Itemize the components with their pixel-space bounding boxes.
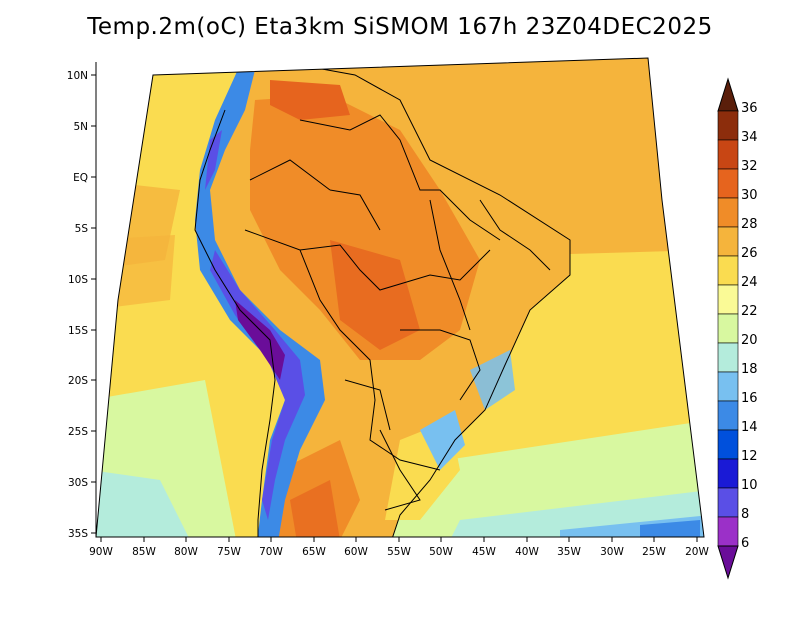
colorbar-swatch [717, 226, 739, 257]
colorbar-label: 32 [741, 159, 758, 174]
colorbar-swatch [717, 197, 739, 228]
colorbar-swatch [717, 168, 739, 199]
lat-label: 10S [68, 274, 88, 286]
lon-axis: 90W 85W 80W 75W 70W 65W 60W 55W 50W 45W … [89, 537, 709, 558]
colorbar-label: 20 [741, 333, 758, 348]
colorbar-swatch [717, 516, 739, 547]
colorbar-label: 6 [741, 536, 749, 551]
map-title: Temp.2m(oC) Eta3km SiSMOM 167h 23Z04DEC2… [87, 14, 713, 40]
colorbar-label: 34 [741, 130, 758, 145]
colorbar-swatch [717, 342, 739, 373]
lon-label: 50W [429, 546, 453, 558]
colorbar-label: 22 [741, 304, 758, 319]
country-borders [194, 59, 571, 537]
lat-label: EQ [73, 172, 88, 184]
colorbar-swatch [717, 371, 739, 402]
paraguay-border [344, 379, 391, 431]
lon-label: 25W [642, 546, 666, 558]
bolivia-paraguay-border [299, 249, 441, 471]
north-andes-cold [205, 130, 222, 190]
colorbar-bottom-arrow [717, 545, 739, 580]
lat-label: 15S [68, 325, 88, 337]
colorbar-swatch [717, 284, 739, 315]
colorbar-swatch [717, 110, 739, 141]
colorbar-label: 28 [741, 217, 758, 232]
para-border [329, 189, 381, 231]
lat-label: 25S [68, 426, 88, 438]
lon-label: 20W [685, 546, 709, 558]
andes-colder-region [210, 250, 305, 520]
colorbar-swatch [717, 255, 739, 286]
andes-cold-region [195, 65, 325, 537]
amazon-border [244, 229, 491, 291]
lat-label: 5S [75, 223, 89, 235]
lon-label: 45W [472, 546, 496, 558]
lon-label: 55W [387, 546, 411, 558]
uruguay-border [379, 429, 421, 511]
colorbar-label: 10 [741, 478, 758, 493]
lat-axis: 10N 5N EQ 5S 10S 15S 20S 25S 30S 35S [67, 70, 96, 540]
pacific-coastline [194, 109, 276, 537]
map-field [96, 58, 704, 537]
interior-hot-region [250, 95, 480, 360]
colorbar-top-arrow [717, 77, 739, 112]
colorbar-label: 36 [741, 101, 758, 116]
minas-border [400, 329, 481, 401]
pacific-tropical-warm [96, 235, 175, 310]
lon-label: 30W [600, 546, 624, 558]
lat-label: 10N [67, 70, 88, 82]
colorbar-label: 24 [741, 275, 758, 290]
colorbar-label: 30 [741, 188, 758, 203]
colorbar-swatch [717, 400, 739, 431]
lon-label: 70W [259, 546, 283, 558]
lat-label: 20S [68, 375, 88, 387]
colorbar-swatch [717, 429, 739, 460]
colorbar-swatch [717, 458, 739, 489]
colorbar-swatch [717, 487, 739, 518]
colorbar-label: 12 [741, 449, 758, 464]
lon-label: 35W [557, 546, 581, 558]
lat-label: 30S [68, 477, 88, 489]
lon-label: 75W [217, 546, 241, 558]
lat-label: 35S [68, 528, 88, 540]
lon-label: 80W [174, 546, 198, 558]
central-hot-region [330, 240, 420, 350]
northern-hot-spot [270, 80, 350, 120]
lon-label: 85W [132, 546, 156, 558]
colorbar-label: 14 [741, 420, 758, 435]
northern-border [299, 114, 501, 241]
lat-label: 5N [73, 121, 88, 133]
northeast-border [479, 199, 551, 271]
atlantic-coastline [239, 59, 571, 537]
south-atlantic-blue-patch [640, 520, 700, 537]
lon-label: 90W [89, 546, 113, 558]
south-brazil-cool-patch [420, 410, 465, 470]
colorbar-label: 18 [741, 362, 758, 377]
lon-label: 40W [515, 546, 539, 558]
southeast-cool-patch [470, 350, 515, 410]
south-atlantic-cooler [440, 490, 704, 537]
central-brazil-border [429, 199, 471, 331]
colorbar-swatch [717, 139, 739, 170]
argentina-hot-region [290, 480, 340, 537]
colombia-border [249, 159, 331, 191]
pacific-south-cooler [96, 470, 200, 537]
colorbar-label: 26 [741, 246, 758, 261]
lon-label: 65W [302, 546, 326, 558]
colorbar-label: 8 [741, 507, 749, 522]
colorbar: 36 34 32 30 28 26 24 22 20 18 16 14 12 1… [717, 77, 758, 580]
lon-label: 60W [344, 546, 368, 558]
colorbar-swatch [717, 313, 739, 344]
colorbar-label: 16 [741, 391, 758, 406]
